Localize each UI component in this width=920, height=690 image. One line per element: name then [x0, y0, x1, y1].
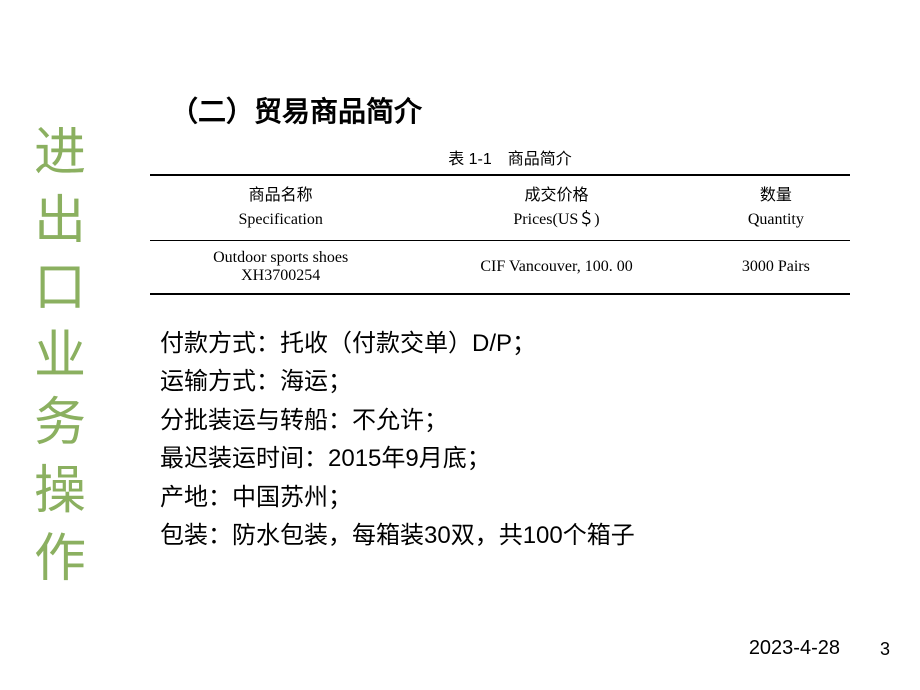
sidebar-char: 进 — [34, 120, 86, 188]
details-block: 付款方式：托收（付款交单）D/P； 运输方式：海运； 分批装运与转船：不允许； … — [160, 325, 870, 555]
table-cell: CIF Vancouver, 100. 00 — [411, 241, 701, 295]
cell-line2: XH3700254 — [160, 267, 401, 285]
table-header-cell: 成交价格 Prices(US＄) — [411, 175, 701, 241]
detail-line: 最迟装运时间：2015年9月底； — [160, 440, 870, 478]
header-cn: 商品名称 — [160, 184, 401, 208]
table-cell: 3000 Pairs — [702, 241, 850, 295]
section-title: （二）贸易商品简介 — [170, 90, 870, 130]
footer-page-number: 3 — [880, 639, 890, 660]
table-header-cell: 数量 Quantity — [702, 175, 850, 241]
detail-line: 分批装运与转船：不允许； — [160, 402, 870, 440]
table-header-row: 商品名称 Specification 成交价格 Prices(US＄) 数量 Q… — [150, 175, 850, 241]
sidebar-char: 口 — [34, 255, 86, 323]
sidebar-vertical-title: 进 出 口 业 务 操 作 — [30, 120, 90, 593]
detail-line: 付款方式：托收（付款交单）D/P； — [160, 325, 870, 363]
cell-line1: CIF Vancouver, 100. 00 — [421, 258, 691, 276]
table-row: Outdoor sports shoes XH3700254 CIF Vanco… — [150, 241, 850, 295]
sidebar-char: 操 — [34, 458, 86, 526]
table-header-cell: 商品名称 Specification — [150, 175, 411, 241]
footer-date: 2023-4-28 — [749, 637, 840, 660]
detail-line: 包装：防水包装，每箱装30双，共100个箱子 — [160, 517, 870, 555]
header-cn: 数量 — [712, 184, 840, 208]
detail-line: 产地：中国苏州； — [160, 479, 870, 517]
table-caption: 表 1-1 商品简介 — [150, 145, 870, 169]
header-cn: 成交价格 — [421, 184, 691, 208]
cell-line1: Outdoor sports shoes — [160, 249, 401, 267]
header-en: Specification — [160, 208, 401, 232]
header-en: Quantity — [712, 208, 840, 232]
sidebar-char: 作 — [34, 526, 86, 594]
product-table: 商品名称 Specification 成交价格 Prices(US＄) 数量 Q… — [150, 174, 850, 295]
cell-line1: 3000 Pairs — [712, 258, 840, 276]
main-content: （二）贸易商品简介 表 1-1 商品简介 商品名称 Specification … — [150, 90, 870, 555]
header-en: Prices(US＄) — [421, 208, 691, 232]
sidebar-char: 务 — [34, 390, 86, 458]
table-cell: Outdoor sports shoes XH3700254 — [150, 241, 411, 295]
sidebar-char: 出 — [34, 188, 86, 256]
sidebar-char: 业 — [34, 323, 86, 391]
detail-line: 运输方式：海运； — [160, 363, 870, 401]
